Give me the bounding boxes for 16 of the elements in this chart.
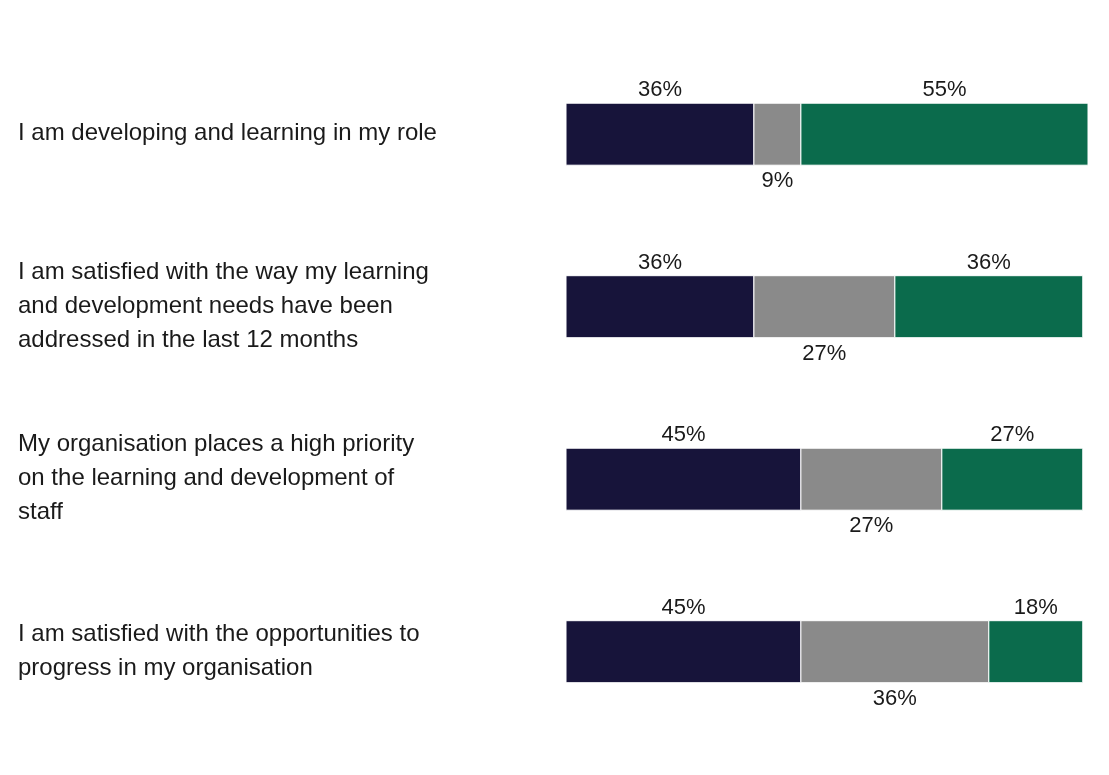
data-label: 36% [966, 248, 1011, 274]
data-label: 55% [922, 76, 967, 102]
y-tick-label: I am satisfied with the opportunities to progress in my organisation [18, 619, 420, 681]
data-label: 36% [637, 248, 682, 274]
data-label: 27% [849, 512, 894, 538]
data-label: 36% [637, 76, 682, 102]
data-label: 36% [872, 684, 917, 710]
y-tick-label: I am developing and learning in my role [18, 118, 437, 146]
data-label: 9% [761, 167, 794, 193]
data-label: 45% [661, 593, 706, 619]
y-tick-label: I am satisfied with the way my learning and development needs have been addressed in the last 12 months [18, 257, 429, 353]
y-tick-label: My organisation places a high priority on the learning and development of staff [18, 429, 415, 525]
data-label: 45% [661, 421, 706, 447]
data-label: 18% [1013, 593, 1058, 619]
data-label: 27% [990, 421, 1035, 447]
data-label: 27% [802, 339, 847, 365]
